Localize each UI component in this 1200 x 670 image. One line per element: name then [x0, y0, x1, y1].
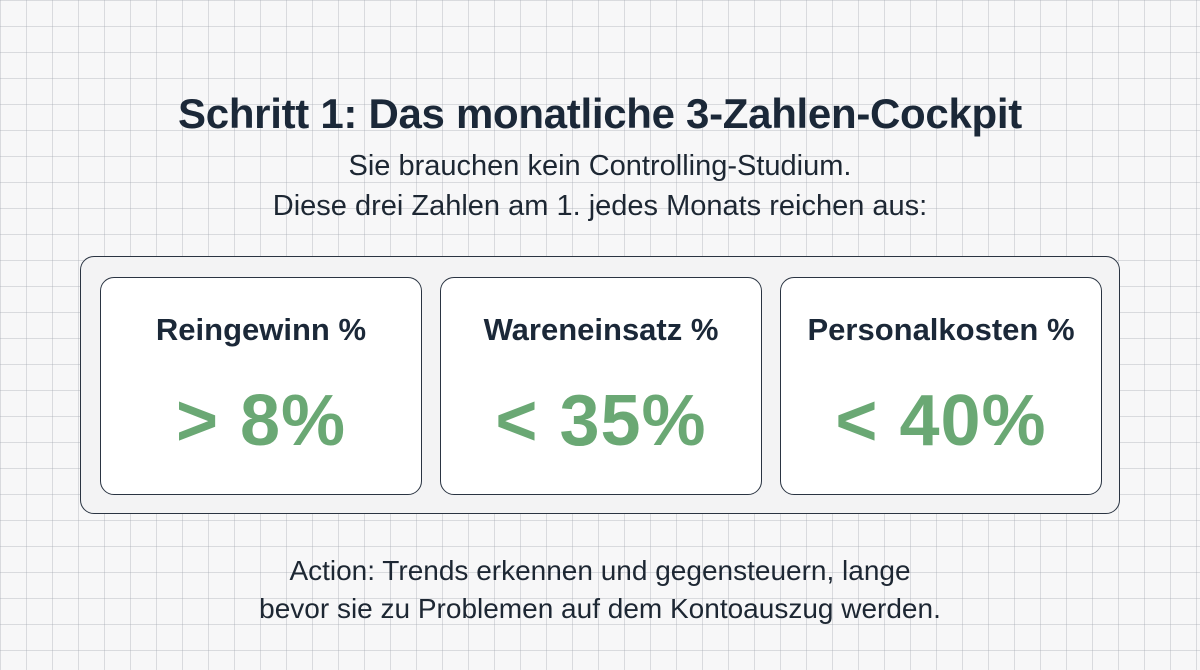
metric-label: Personalkosten % [807, 312, 1075, 347]
action-line-2: bevor sie zu Problemen auf dem Kontoausz… [259, 593, 941, 624]
metric-value: > 8% [175, 381, 347, 461]
action-line-1: Action: Trends erkennen und gegensteuern… [289, 555, 911, 586]
metric-label: Wareneinsatz % [483, 312, 719, 347]
subtitle-line-2: Diese drei Zahlen am 1. jedes Monats rei… [272, 190, 928, 222]
metric-card-personalkosten: Personalkosten % < 40% [780, 277, 1102, 495]
metric-value: < 35% [495, 381, 707, 461]
metric-label: Reingewinn % [155, 312, 367, 347]
metrics-panel: Reingewinn % > 8% Wareneinsatz % < 35% P… [80, 256, 1120, 514]
subtitle: Sie brauchen kein Controlling-Studium. D… [0, 146, 1200, 226]
metric-card-reingewinn: Reingewinn % > 8% [100, 277, 422, 495]
action-text: Action: Trends erkennen und gegensteuern… [0, 552, 1200, 628]
metric-card-wareneinsatz: Wareneinsatz % < 35% [440, 277, 762, 495]
metric-value: < 40% [835, 381, 1047, 461]
subtitle-line-1: Sie brauchen kein Controlling-Studium. [348, 150, 852, 182]
page-title: Schritt 1: Das monatliche 3-Zahlen-Cockp… [178, 90, 1022, 138]
